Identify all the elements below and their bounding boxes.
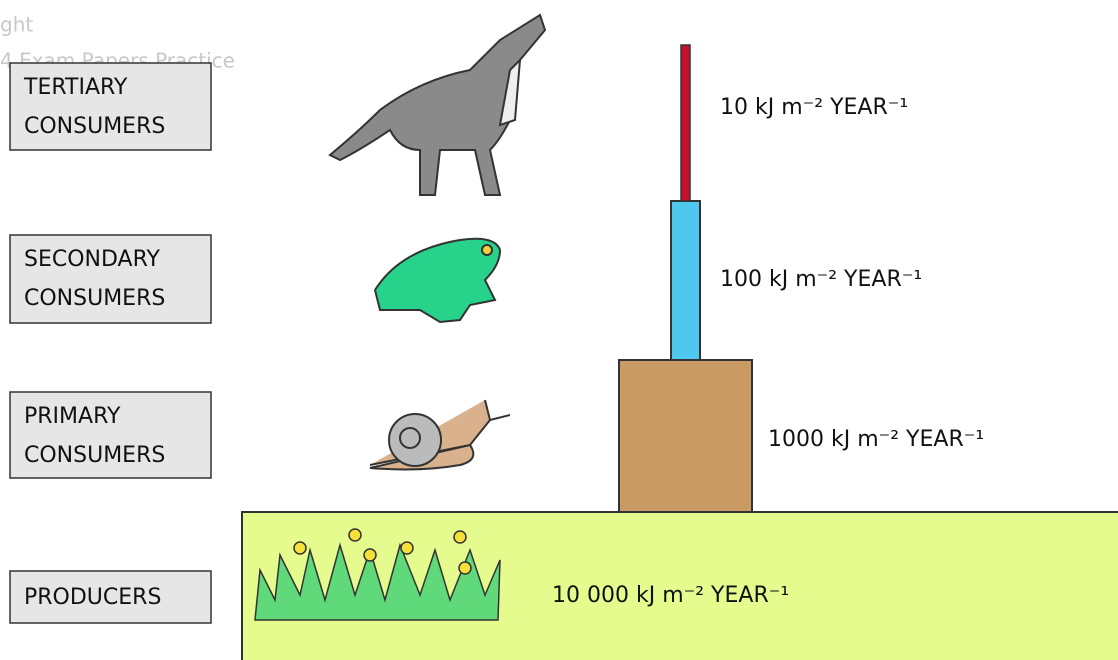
- energy-label: 10 000 kJ m⁻² YEAR⁻¹: [552, 583, 789, 608]
- energy-label: 10 kJ m⁻² YEAR⁻¹: [720, 95, 908, 120]
- level-name: CONSUMERS: [24, 286, 165, 311]
- level-name: SECONDARY: [24, 247, 160, 272]
- level-name: PRODUCERS: [24, 585, 161, 610]
- energy-pyramid: ght 4 Exam Papers Practice TERTIARY CONS…: [0, 0, 1118, 660]
- level-name: PRIMARY: [24, 404, 121, 429]
- watermark: ght: [0, 13, 33, 37]
- frog-icon: [375, 239, 500, 322]
- secondary-block: [671, 201, 700, 360]
- energy-label: 1000 kJ m⁻² YEAR⁻¹: [768, 427, 984, 452]
- snail-icon: [370, 400, 510, 469]
- level-name: CONSUMERS: [24, 114, 165, 139]
- primary-block: [619, 360, 752, 512]
- level-name: CONSUMERS: [24, 443, 165, 468]
- tertiary-block: [681, 45, 690, 201]
- energy-label: 100 kJ m⁻² YEAR⁻¹: [720, 267, 922, 292]
- wolf-icon: [330, 15, 545, 195]
- level-name: TERTIARY: [23, 75, 128, 100]
